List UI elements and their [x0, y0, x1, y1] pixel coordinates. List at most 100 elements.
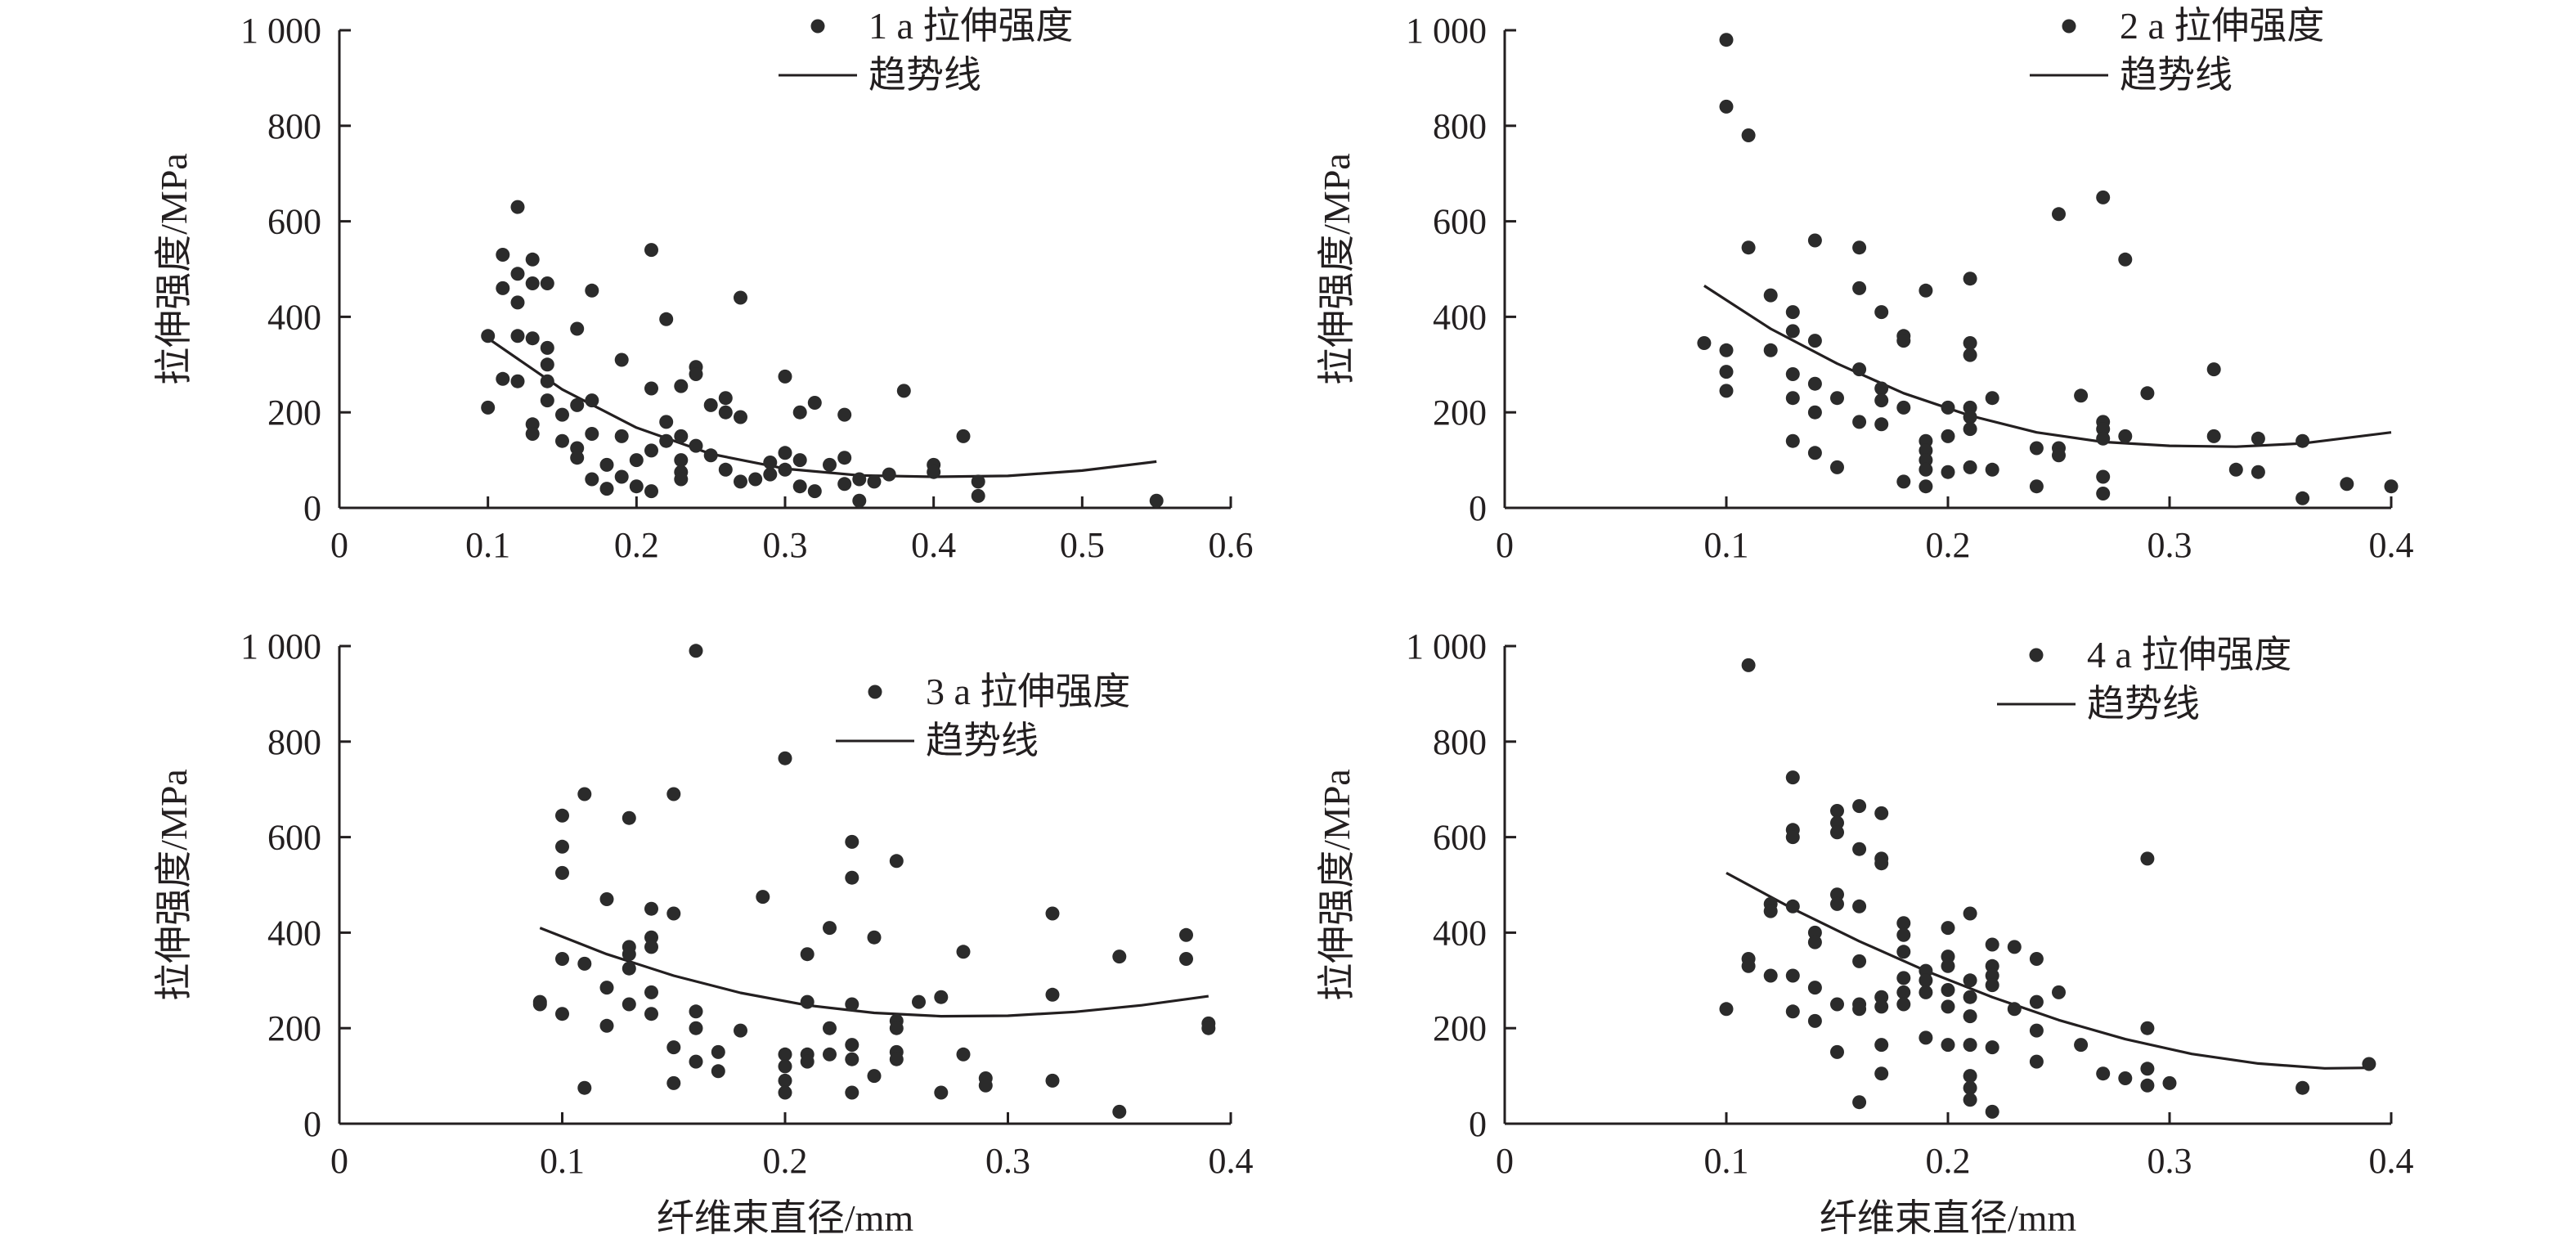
data-point [644, 443, 658, 458]
data-point [659, 433, 674, 448]
data-point [971, 488, 985, 503]
data-point [1852, 1095, 1867, 1110]
data-point [956, 1047, 971, 1062]
data-point [1963, 460, 1977, 474]
data-point [792, 453, 807, 468]
x-tick-label: 0.1 [1704, 525, 1749, 565]
data-point [2029, 1023, 2044, 1038]
data-point [927, 465, 941, 479]
data-point [525, 417, 540, 432]
x-tick-label: 0.1 [465, 525, 510, 565]
data-point [1852, 281, 1867, 295]
y-tick-label: 200 [1433, 393, 1487, 433]
data-point [1919, 973, 1933, 988]
legend-marker [868, 685, 882, 699]
data-point [481, 329, 496, 343]
data-point [570, 451, 585, 465]
data-point [1941, 921, 1955, 936]
data-point [778, 1073, 792, 1088]
data-point [711, 1064, 725, 1079]
data-point [2096, 1066, 2111, 1081]
data-point [2029, 479, 2044, 494]
data-point [2007, 940, 2022, 954]
y-tick-label: 0 [1469, 1104, 1487, 1144]
data-point [2096, 190, 2111, 204]
data-point [734, 290, 747, 305]
data-point [2118, 252, 2133, 267]
data-point [845, 1085, 859, 1100]
data-point [2162, 1075, 2177, 1090]
y-tick-label: 400 [267, 913, 321, 953]
data-point [845, 997, 859, 1012]
data-point [2096, 431, 2111, 446]
data-point [555, 1007, 569, 1021]
legend-marker [2062, 19, 2076, 34]
data-point [1807, 925, 1822, 940]
data-point [1985, 958, 1999, 973]
x-tick-label: 0 [330, 1141, 348, 1181]
data-point [525, 331, 540, 346]
data-point [800, 1054, 815, 1069]
data-point [1941, 999, 1955, 1014]
data-point [644, 243, 658, 258]
data-point [570, 321, 585, 336]
data-point [599, 457, 614, 472]
chart-panel-3: 0 200 400 600 800 1 000 0 0.1 0.2 0.3 0.4 拉伸强度/MPa 纤… [153, 626, 1254, 1239]
data-point [823, 457, 837, 472]
data-point [1941, 1038, 1955, 1053]
data-point [599, 1018, 614, 1033]
y-tick-label: 800 [1433, 106, 1487, 146]
data-point [629, 479, 644, 494]
legend-label: 4 a 拉伸强度 [2087, 634, 2291, 676]
data-point [644, 1007, 658, 1021]
data-point [934, 1085, 949, 1100]
data-point [711, 1044, 725, 1059]
data-point [1941, 400, 1955, 415]
data-point [2206, 429, 2221, 443]
data-point [1852, 415, 1867, 429]
data-point [659, 312, 674, 326]
data-point [525, 276, 540, 290]
data-point [778, 1085, 792, 1100]
data-point [599, 482, 614, 496]
data-point [867, 474, 882, 489]
data-point [1919, 985, 1933, 999]
data-point [1919, 433, 1933, 448]
x-tick-label: 0.1 [1704, 1141, 1749, 1181]
data-point [1919, 283, 1933, 298]
y-tick-label: 0 [1469, 488, 1487, 528]
data-point [703, 397, 718, 412]
x-tick-label: 0.3 [985, 1141, 1030, 1181]
y-tick-label: 0 [303, 1104, 321, 1144]
y-axis-label: 拉伸强度/MPa [153, 153, 195, 385]
data-point [1785, 1004, 1800, 1019]
data-point [1807, 334, 1822, 348]
data-point [1852, 799, 1867, 814]
data-point [2251, 465, 2265, 479]
data-point [577, 956, 592, 971]
data-point [867, 1069, 882, 1084]
data-point [666, 906, 681, 921]
data-point [510, 200, 525, 214]
data-point [1807, 376, 1822, 391]
data-point [1785, 968, 1800, 983]
data-point [882, 467, 896, 482]
data-point [674, 472, 689, 487]
data-point [1785, 899, 1800, 914]
data-point [577, 1080, 592, 1095]
data-point [1941, 983, 1955, 997]
trend-line [487, 337, 1157, 478]
y-tick-label: 1 000 [1406, 11, 1487, 51]
data-point [1741, 240, 1756, 255]
data-point [2140, 851, 2155, 866]
data-point [1919, 462, 1933, 477]
y-tick-label: 600 [1433, 202, 1487, 242]
data-point [570, 397, 585, 412]
data-point [1985, 1040, 1999, 1055]
data-point [1830, 997, 1844, 1012]
data-point [614, 429, 629, 443]
data-point [496, 371, 510, 386]
legend-label: 3 a 拉伸强度 [926, 671, 1130, 712]
data-point [889, 1052, 904, 1066]
data-point [1963, 973, 1977, 988]
